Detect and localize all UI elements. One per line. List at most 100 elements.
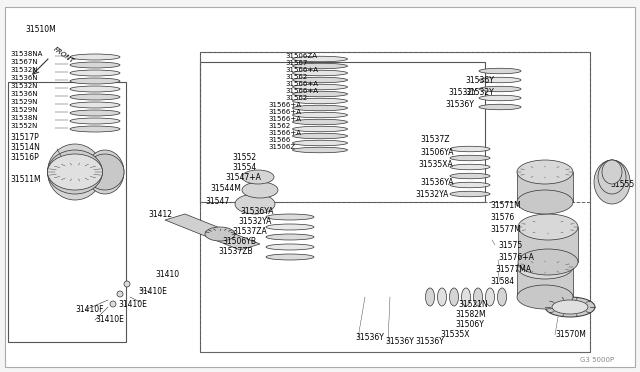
Text: 31570M: 31570M bbox=[555, 330, 586, 339]
Ellipse shape bbox=[47, 154, 102, 190]
Ellipse shape bbox=[292, 56, 348, 62]
Ellipse shape bbox=[517, 285, 573, 309]
Ellipse shape bbox=[450, 182, 490, 188]
Text: 31584: 31584 bbox=[490, 277, 514, 286]
Text: 31532Y: 31532Y bbox=[465, 88, 493, 97]
Ellipse shape bbox=[450, 191, 490, 197]
Ellipse shape bbox=[479, 95, 521, 101]
Text: 31567: 31567 bbox=[285, 60, 307, 66]
Text: 31566+A: 31566+A bbox=[285, 88, 318, 94]
Ellipse shape bbox=[517, 255, 573, 279]
Ellipse shape bbox=[438, 288, 447, 306]
Text: 31536Y: 31536Y bbox=[415, 337, 444, 346]
Text: 31566+A: 31566+A bbox=[268, 116, 301, 122]
Text: 31538NA: 31538NA bbox=[10, 51, 42, 57]
Text: 31554: 31554 bbox=[232, 163, 256, 172]
Text: FRONT: FRONT bbox=[52, 46, 75, 65]
Text: 31566+A: 31566+A bbox=[268, 109, 301, 115]
Text: 31506YA: 31506YA bbox=[420, 148, 454, 157]
Ellipse shape bbox=[86, 154, 124, 190]
Text: 31562: 31562 bbox=[285, 95, 307, 101]
Text: 31535XA: 31535XA bbox=[418, 160, 452, 169]
Ellipse shape bbox=[450, 173, 490, 179]
Text: 31537Z: 31537Z bbox=[420, 135, 449, 144]
Text: 31576+A: 31576+A bbox=[498, 253, 534, 262]
Text: 31529N: 31529N bbox=[10, 107, 38, 113]
Text: 31566+A: 31566+A bbox=[285, 81, 318, 87]
Ellipse shape bbox=[70, 94, 120, 100]
Text: 31544M: 31544M bbox=[210, 184, 241, 193]
Ellipse shape bbox=[292, 63, 348, 69]
Text: 31536Y: 31536Y bbox=[445, 100, 474, 109]
Ellipse shape bbox=[70, 126, 120, 132]
Ellipse shape bbox=[474, 288, 483, 306]
Ellipse shape bbox=[292, 84, 348, 90]
Text: 31552: 31552 bbox=[232, 153, 256, 162]
Ellipse shape bbox=[594, 160, 630, 204]
Text: 31514N: 31514N bbox=[10, 143, 40, 152]
Ellipse shape bbox=[242, 182, 278, 198]
Ellipse shape bbox=[518, 249, 578, 275]
Ellipse shape bbox=[266, 214, 314, 220]
Circle shape bbox=[110, 301, 116, 307]
Ellipse shape bbox=[86, 150, 124, 194]
Ellipse shape bbox=[70, 70, 120, 76]
Ellipse shape bbox=[517, 160, 573, 184]
Text: 31562: 31562 bbox=[285, 74, 307, 80]
Text: 31410E: 31410E bbox=[138, 287, 167, 296]
Text: 31506Y: 31506Y bbox=[455, 320, 484, 329]
Text: 31582M: 31582M bbox=[455, 310, 486, 319]
Text: 31552N: 31552N bbox=[10, 123, 37, 129]
Ellipse shape bbox=[449, 288, 458, 306]
Bar bbox=[8, 82, 126, 342]
Ellipse shape bbox=[70, 102, 120, 108]
Ellipse shape bbox=[242, 170, 274, 184]
Ellipse shape bbox=[266, 234, 314, 240]
Text: 31567N: 31567N bbox=[10, 59, 38, 65]
Text: 31547: 31547 bbox=[205, 197, 229, 206]
Ellipse shape bbox=[292, 105, 348, 111]
Text: 31536Y: 31536Y bbox=[385, 337, 414, 346]
Text: 31536Y: 31536Y bbox=[465, 76, 494, 85]
Text: 31532YA: 31532YA bbox=[238, 217, 271, 226]
Ellipse shape bbox=[450, 146, 490, 152]
Text: 31536N: 31536N bbox=[10, 75, 38, 81]
Bar bbox=[518, 227, 578, 262]
Ellipse shape bbox=[235, 194, 275, 214]
Text: 31571M: 31571M bbox=[490, 201, 521, 210]
Text: 31511M: 31511M bbox=[10, 175, 40, 184]
Ellipse shape bbox=[70, 118, 120, 124]
Ellipse shape bbox=[266, 224, 314, 230]
Ellipse shape bbox=[292, 91, 348, 97]
Ellipse shape bbox=[517, 190, 573, 214]
Ellipse shape bbox=[266, 244, 314, 250]
Ellipse shape bbox=[479, 104, 521, 110]
Text: 31516P: 31516P bbox=[10, 153, 39, 162]
Text: 31536N: 31536N bbox=[10, 91, 38, 97]
Text: 31532Y: 31532Y bbox=[448, 88, 477, 97]
Text: 31536Y: 31536Y bbox=[355, 333, 384, 342]
Ellipse shape bbox=[545, 297, 595, 317]
Text: 31566: 31566 bbox=[268, 137, 291, 143]
Text: 31536YA: 31536YA bbox=[240, 207, 273, 216]
Polygon shape bbox=[165, 214, 260, 250]
Ellipse shape bbox=[602, 160, 622, 184]
Ellipse shape bbox=[461, 288, 470, 306]
Text: 31506YB: 31506YB bbox=[222, 237, 256, 246]
Text: 31532YA: 31532YA bbox=[415, 190, 449, 199]
Circle shape bbox=[124, 281, 130, 287]
Ellipse shape bbox=[70, 54, 120, 60]
Ellipse shape bbox=[518, 214, 578, 240]
Circle shape bbox=[117, 291, 123, 297]
Ellipse shape bbox=[292, 140, 348, 146]
Ellipse shape bbox=[70, 78, 120, 84]
Text: 31521N: 31521N bbox=[458, 300, 488, 309]
Text: 31410: 31410 bbox=[155, 270, 179, 279]
Text: 31562: 31562 bbox=[268, 123, 291, 129]
Ellipse shape bbox=[292, 70, 348, 76]
Ellipse shape bbox=[266, 254, 314, 260]
Ellipse shape bbox=[70, 62, 120, 68]
Bar bbox=[517, 172, 573, 202]
Ellipse shape bbox=[292, 112, 348, 118]
Text: 31577M: 31577M bbox=[490, 225, 521, 234]
